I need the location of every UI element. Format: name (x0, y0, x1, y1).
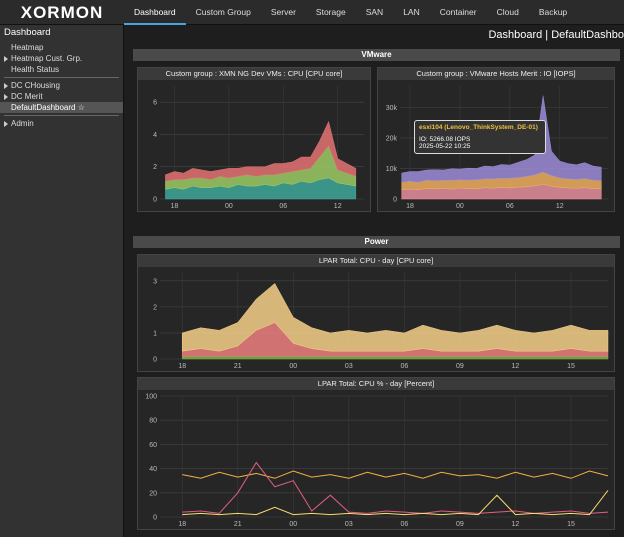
tooltip-value: IO: 5266.08 IOPS (419, 136, 471, 143)
top-bar: XORMON Dashboard Custom Group Server Storag… (0, 0, 624, 25)
sidebar-item[interactable]: DC CHousing (0, 80, 123, 91)
x-tick-label: 09 (456, 363, 464, 370)
x-tick-label: 12 (334, 203, 342, 210)
y-tick-label: 20k (386, 135, 398, 142)
x-tick-label: 21 (234, 363, 242, 370)
nav-tab[interactable]: Custom Group (195, 7, 251, 17)
x-tick-label: 18 (178, 521, 186, 528)
y-tick-label: 1 (153, 330, 157, 337)
y-tick-label: 0 (153, 515, 157, 522)
chart-panel: LPAR Total: CPU - day [CPU core] 0 1 2 3 18 21… (137, 254, 615, 372)
chart-panel: Custom group : XMN NG Dev VMs : CPU [CPU… (137, 67, 371, 212)
y-tick-label: 0 (153, 197, 157, 204)
chart-panel: Custom group : VMware Hosts Merit : IO [… (377, 67, 615, 212)
x-tick-label: 12 (512, 363, 520, 370)
tooltip: esxi104 (Lenovo_ThinkSystem_DE-01) IO: 52… (414, 120, 546, 154)
y-tick-label: 4 (153, 132, 157, 139)
chart: 0 20 40 60 80 100 18 21 00 03 06 09 12 15 (145, 394, 609, 528)
line (182, 490, 609, 516)
x-tick-label: 18 (406, 203, 414, 210)
y-tick-label: 20 (149, 490, 157, 497)
x-tick-label: 06 (400, 363, 408, 370)
nav-tab[interactable]: Server (270, 7, 296, 17)
sidebar: Dashboard Heatmap Heatmap Cust. Grp. Health… (0, 25, 124, 537)
line (182, 470, 609, 479)
x-tick-label: 00 (289, 521, 297, 528)
x-tick-label: 18 (171, 203, 179, 210)
y-tick-label: 40 (149, 466, 157, 473)
nav-tab[interactable]: SAN (365, 7, 384, 17)
section-header: Power (133, 236, 620, 248)
y-tick-label: 30k (386, 105, 398, 112)
nav-tab[interactable]: LAN (403, 7, 420, 17)
tooltip-title: esxi104 (Lenovo_ThinkSystem_DE-01) (419, 124, 538, 131)
x-tick-label: 00 (225, 203, 233, 210)
y-tick-label: 0 (153, 357, 157, 364)
x-tick-label: 03 (345, 363, 353, 370)
separator (4, 115, 119, 116)
x-tick-label: 15 (567, 521, 575, 528)
x-tick-label: 09 (456, 521, 464, 528)
x-tick-label: 06 (400, 521, 408, 528)
area (165, 120, 357, 182)
chart: 0 10k 20k 30k 18 00 06 12 (386, 86, 608, 210)
area (181, 283, 609, 352)
x-tick-label: 00 (289, 363, 297, 370)
x-tick-label: 21 (234, 521, 242, 528)
line (182, 461, 609, 514)
sidebar-title: Dashboard (4, 27, 51, 38)
sidebar-item[interactable]: Heatmap (11, 43, 44, 52)
nav-tab[interactable]: Backup (538, 7, 568, 17)
nav-tab[interactable]: Container (439, 7, 477, 17)
y-tick-label: 0 (393, 197, 397, 204)
sidebar-item[interactable]: Admin (0, 118, 123, 129)
sidebar-item[interactable]: Heatmap Cust. Grp. (0, 53, 123, 64)
panel-title: Custom group : VMware Hosts Merit : IO [… (378, 68, 614, 80)
y-tick-label: 100 (145, 394, 157, 401)
x-tick-label: 06 (279, 203, 287, 210)
y-tick-label: 6 (153, 100, 157, 107)
nav-tab[interactable]: Storage (315, 7, 346, 17)
section-header: VMware (133, 49, 620, 61)
panel-title: LPAR Total: CPU - day [CPU core] (138, 255, 614, 267)
chart-panel: LPAR Total: CPU % - day [Percent] 0 20 40 60… (137, 377, 615, 530)
logo[interactable]: XORMON (20, 3, 104, 22)
nav-tabs: Dashboard Custom Group Server Storage SAN LAN… (124, 0, 577, 25)
y-tick-label: 3 (153, 278, 157, 285)
sidebar-item[interactable]: DC Merit (0, 91, 123, 102)
area (401, 95, 602, 183)
y-tick-label: 60 (149, 442, 157, 449)
separator (4, 77, 119, 78)
x-tick-label: 18 (178, 363, 186, 370)
y-tick-label: 10k (386, 166, 398, 173)
area (181, 356, 609, 360)
nav-tab[interactable]: Cloud (496, 7, 519, 17)
nav-tab[interactable]: Dashboard (124, 0, 186, 25)
y-tick-label: 2 (153, 164, 157, 171)
sidebar-item[interactable]: DefaultDashboard ☆ (0, 102, 123, 113)
y-tick-label: 80 (149, 418, 157, 425)
tooltip-date: 2025-05-22 10:25 (419, 143, 471, 150)
x-tick-label: 15 (567, 363, 575, 370)
sidebar-item[interactable]: Health Status (11, 65, 60, 74)
x-tick-label: 00 (456, 203, 464, 210)
x-tick-label: 03 (345, 521, 353, 528)
panel-title: Custom group : XMN NG Dev VMs : CPU [CPU… (138, 68, 370, 80)
panel-title: LPAR Total: CPU % - day [Percent] (138, 378, 614, 390)
x-tick-label: 06 (506, 203, 514, 210)
x-tick-label: 12 (512, 521, 520, 528)
chart: 0 2 4 6 18 00 06 12 (153, 86, 364, 210)
y-tick-label: 2 (153, 304, 157, 311)
x-tick-label: 12 (556, 203, 564, 210)
breadcrumb: Dashboard | DefaultDashbo (488, 29, 624, 41)
